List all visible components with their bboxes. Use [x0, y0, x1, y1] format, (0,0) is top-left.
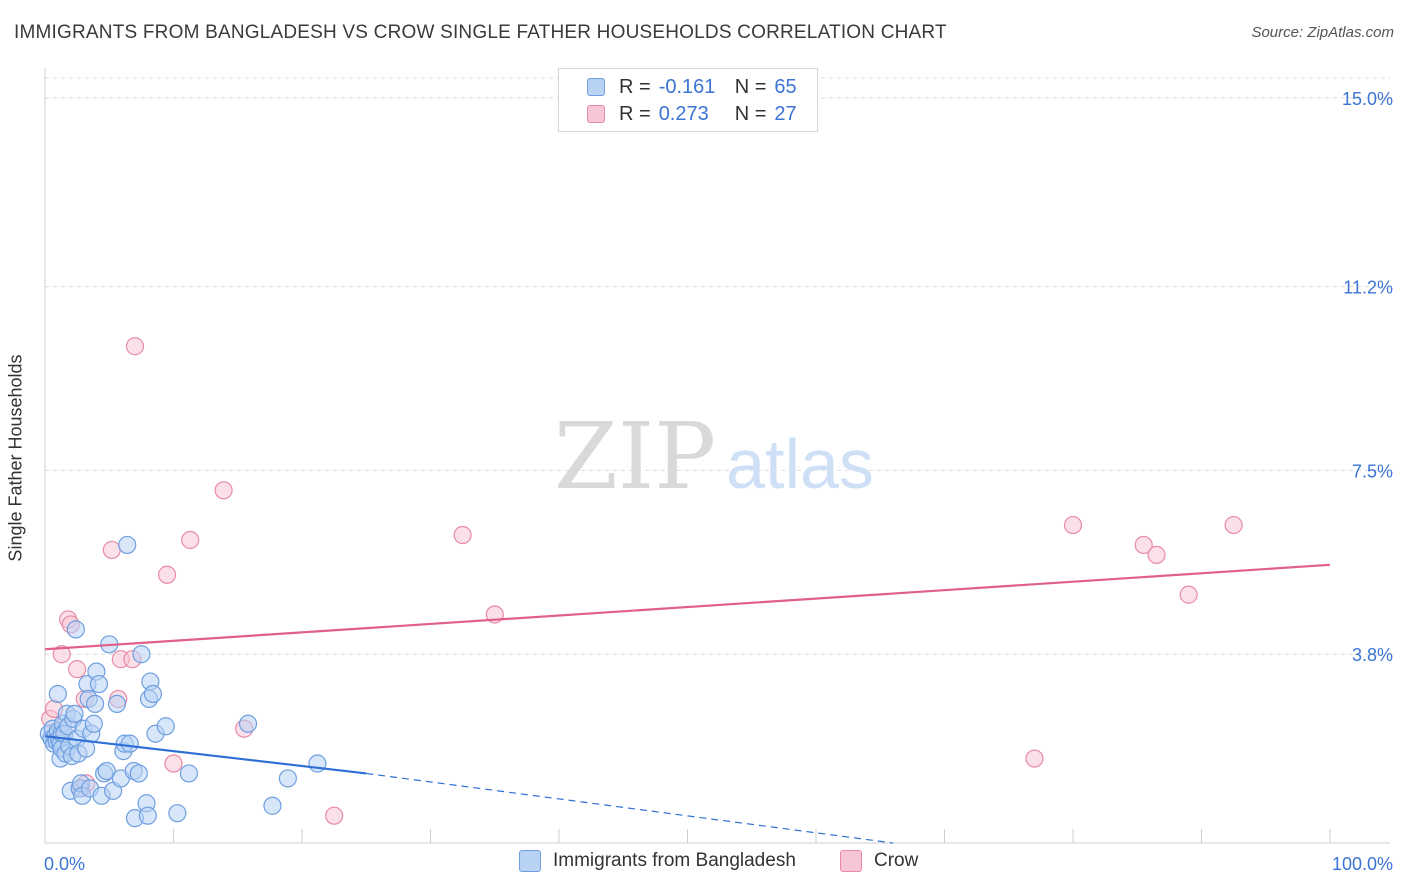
- bangladesh-point: [278, 769, 297, 788]
- bangladesh-point: [143, 684, 163, 704]
- x-tick-label-min: 0.0%: [44, 854, 85, 874]
- legend-r-value: 0.273: [658, 102, 709, 125]
- bangladesh-point: [86, 694, 105, 714]
- legend-swatch-pink: [840, 850, 862, 872]
- bangladesh-point: [132, 645, 151, 664]
- legend-swatch-pink: [587, 105, 605, 123]
- bangladesh-point: [84, 714, 103, 733]
- crow-point: [453, 525, 472, 545]
- crow-point: [1147, 545, 1166, 564]
- legend-n-label: N =: [734, 75, 767, 98]
- bangladesh-point: [89, 674, 109, 694]
- chart-title: IMMIGRANTS FROM BANGLADESH VS CROW SINGL…: [14, 22, 947, 43]
- watermark-atlas: atlas: [726, 425, 874, 503]
- legend-swatch-blue: [519, 850, 541, 872]
- legend-swatch-blue: [587, 78, 605, 96]
- legend-item-bangladesh: Immigrants from Bangladesh: [519, 850, 796, 872]
- bangladesh-point: [238, 714, 258, 733]
- bangladesh-point: [179, 764, 199, 783]
- crow-point: [1063, 515, 1083, 535]
- bangladesh-point: [118, 535, 137, 555]
- legend-item-crow: Crow: [840, 850, 918, 872]
- bangladesh-point: [168, 804, 187, 823]
- legend-row-crow: R = 0.273 N = 27: [587, 102, 797, 126]
- crow-point: [157, 565, 177, 584]
- crow-point: [164, 754, 183, 773]
- legend-row-bangladesh: R = -0.161 N = 65: [587, 75, 797, 99]
- y-tick-label: 3.8%: [1352, 645, 1393, 665]
- watermark: ZIP atlas: [554, 403, 874, 510]
- crow-point: [325, 806, 344, 825]
- crow-point: [102, 540, 121, 560]
- legend-r-label: R =: [619, 75, 651, 98]
- stats-legend: R = -0.161 N = 65 R = 0.273 N = 27: [558, 68, 818, 132]
- watermark-zip: ZIP: [554, 403, 716, 510]
- legend-n-label: N =: [734, 102, 767, 125]
- x-tick-label-max: 100.0%: [1332, 854, 1393, 874]
- legend-n-value: 65: [774, 75, 797, 98]
- x-tick-labels: 0.0% 100.0%: [44, 854, 1393, 874]
- y-tick-label: 7.5%: [1352, 461, 1393, 481]
- crow-point: [1134, 535, 1153, 555]
- bangladesh-point: [120, 734, 139, 753]
- crow-point: [214, 481, 233, 500]
- series-legend: Immigrants from Bangladesh Crow: [0, 850, 1406, 880]
- source-credit: Source: ZipAtlas.com: [1251, 24, 1394, 41]
- bangladesh-point: [107, 694, 127, 714]
- bangladesh-point: [66, 620, 85, 639]
- bangladesh-point: [156, 717, 175, 736]
- crow-point: [1025, 749, 1044, 768]
- legend-n-value: 27: [774, 102, 797, 125]
- legend-r-value: -0.161: [658, 75, 716, 98]
- crow-point: [68, 660, 87, 679]
- y-tick-label: 11.2%: [1343, 278, 1393, 298]
- bangladesh-trend-line: [44, 735, 367, 775]
- bangladesh-point: [129, 764, 148, 783]
- crow-point: [1224, 515, 1243, 535]
- crow-point: [181, 530, 200, 550]
- y-tick-labels: 3.8% 7.5% 11.2% 15.0%: [1342, 89, 1393, 665]
- bangladesh-point: [138, 806, 157, 825]
- legend-label-bangladesh: Immigrants from Bangladesh: [553, 850, 796, 871]
- bangladesh-points: [39, 535, 327, 828]
- bangladesh-point: [263, 796, 282, 815]
- legend-label-crow: Crow: [874, 850, 919, 871]
- bangladesh-point: [97, 761, 116, 781]
- crow-point: [125, 337, 145, 356]
- legend-r-label: R =: [619, 102, 651, 125]
- bangladesh-point: [65, 704, 84, 723]
- bangladesh-trend-extension: [366, 772, 894, 844]
- crow-point: [52, 645, 71, 664]
- bangladesh-point: [48, 684, 67, 704]
- trend-lines: [44, 563, 1331, 844]
- crow-trend-line: [44, 563, 1331, 651]
- y-tick-label: 15.0%: [1342, 89, 1393, 109]
- crow-point: [1179, 585, 1198, 604]
- grid-lines: [45, 77, 1390, 655]
